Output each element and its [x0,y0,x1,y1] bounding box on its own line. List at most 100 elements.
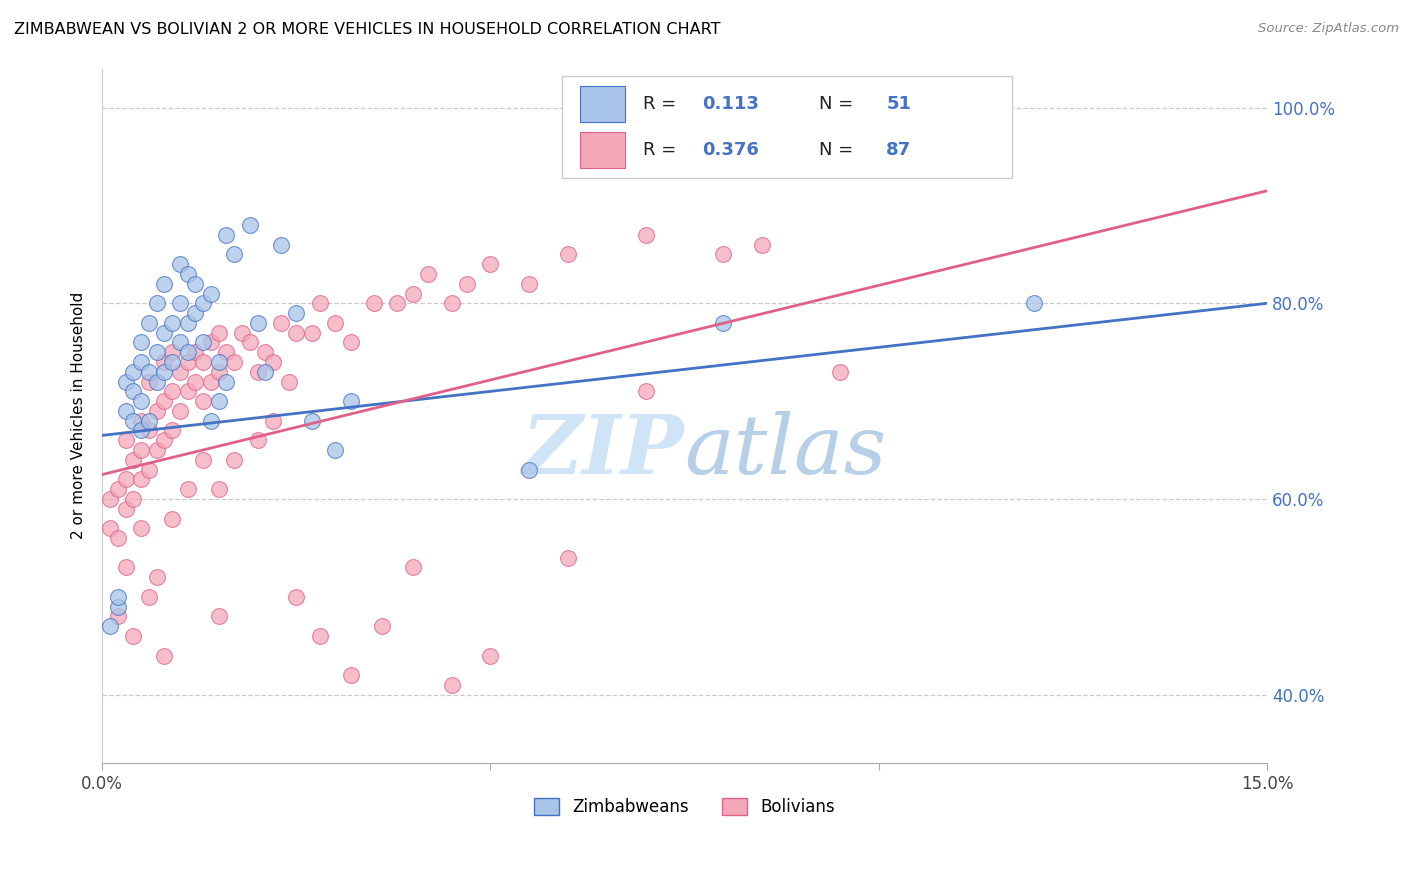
Point [402,560,425,574]
Text: 51: 51 [886,95,911,112]
Point [239,218,262,232]
Point [122,384,145,399]
Point [129,355,152,369]
Point [122,629,145,643]
Point [301,414,323,428]
Point [285,326,308,340]
Point [239,335,262,350]
Point [184,345,207,359]
Point [114,375,136,389]
Point [402,286,425,301]
Point [138,414,160,428]
Point [114,434,136,448]
Point [208,326,231,340]
Point [387,296,409,310]
Point [270,316,292,330]
Point [231,326,253,340]
Point [191,453,214,467]
Point [285,306,308,320]
Point [138,462,160,476]
Point [98,491,121,506]
Point [107,531,129,545]
Text: N =: N = [818,141,859,159]
Point [169,335,191,350]
Bar [581,87,626,122]
Point [456,277,478,291]
Point [129,394,152,409]
Point [634,227,657,242]
Point [153,355,176,369]
Point [191,296,214,310]
Point [323,443,346,458]
Point [176,267,198,281]
Point [200,414,222,428]
Point [191,394,214,409]
Point [634,384,657,399]
Point [440,678,463,692]
Point [208,609,231,624]
Text: 0.113: 0.113 [702,95,759,112]
Point [339,394,361,409]
Point [138,365,160,379]
Point [98,619,121,633]
Point [270,237,292,252]
Point [176,316,198,330]
Point [254,345,277,359]
Point [557,550,579,565]
Point [129,335,152,350]
Point [215,227,238,242]
Point [145,296,167,310]
Point [339,668,361,682]
Point [176,384,198,399]
Point [184,375,207,389]
Point [711,316,734,330]
Point [138,375,160,389]
Point [160,316,183,330]
Point [169,257,191,271]
Point [107,590,129,604]
Point [176,345,198,359]
Point [323,316,346,330]
Point [176,482,198,496]
Point [114,472,136,486]
Point [153,648,176,663]
Point [153,326,176,340]
Bar [581,132,626,168]
Point [215,375,238,389]
Point [208,482,231,496]
Point [371,619,394,633]
Point [129,472,152,486]
Point [138,590,160,604]
Point [122,491,145,506]
Point [254,365,277,379]
Point [138,424,160,438]
Text: 0.376: 0.376 [702,141,759,159]
Y-axis label: 2 or more Vehicles in Household: 2 or more Vehicles in Household [72,293,86,540]
Point [129,424,152,438]
Point [145,345,167,359]
Text: R =: R = [644,141,682,159]
Text: R =: R = [644,95,682,112]
Point [339,335,361,350]
Point [418,267,440,281]
Point [191,355,214,369]
Point [160,424,183,438]
Legend: Zimbabweans, Bolivians: Zimbabweans, Bolivians [526,789,844,824]
Point [169,404,191,418]
FancyBboxPatch shape [562,76,1012,178]
Point [153,365,176,379]
Point [169,365,191,379]
Point [557,247,579,261]
Point [828,365,851,379]
Point [215,345,238,359]
Point [308,296,330,310]
Point [145,570,167,584]
Point [114,560,136,574]
Point [517,277,540,291]
Point [160,384,183,399]
Point [828,150,851,164]
Text: 87: 87 [886,141,911,159]
Point [208,355,231,369]
Point [145,375,167,389]
Point [208,394,231,409]
